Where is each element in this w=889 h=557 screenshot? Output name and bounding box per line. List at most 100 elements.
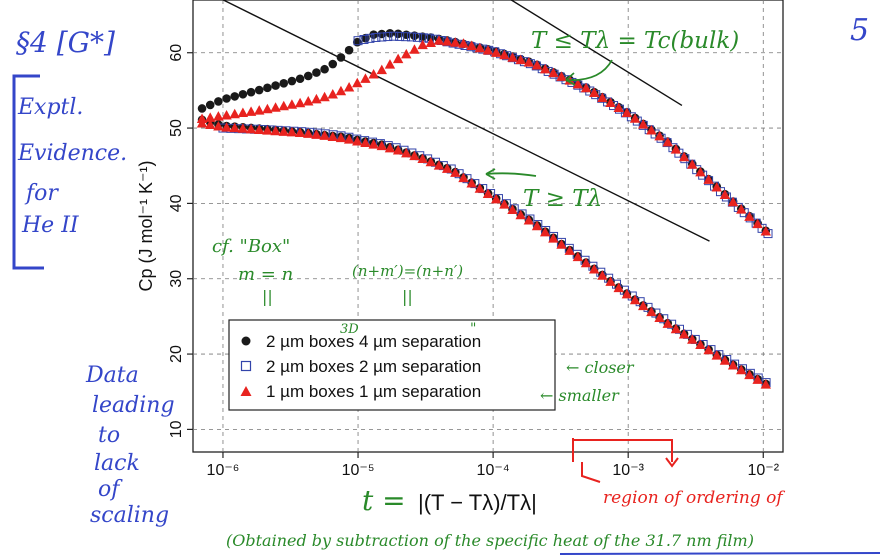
data-point-triangle [580, 257, 592, 268]
lower-note-2: leading [92, 393, 175, 418]
data-point-triangle [327, 131, 338, 141]
data-point-square [371, 32, 381, 42]
data-point-triangle [254, 124, 265, 135]
handwritten-notes: §4 [G*] Exptl. Evidence. for He II 5 Dat… [12, 13, 881, 555]
region-arrow [581, 457, 679, 483]
data-point-circle [312, 68, 321, 77]
data-point-circle [197, 104, 207, 113]
data-point-triangle [572, 78, 584, 89]
legend-marker-circle [241, 336, 251, 346]
data-point-triangle [744, 211, 755, 221]
data-point-triangle [303, 128, 314, 138]
data-point-circle [263, 83, 272, 93]
data-point-triangle [548, 67, 559, 78]
y-tick-label: 10 [168, 420, 185, 438]
data-point-circle [230, 92, 240, 101]
data-point-triangle [629, 113, 641, 123]
x-tick-label: 10⁻⁵ [342, 462, 375, 479]
upper-curve-arrow [565, 59, 613, 86]
data-point-circle [238, 89, 248, 99]
data-point-triangle [605, 97, 616, 107]
data-point-circle [279, 79, 289, 88]
data-point-triangle [507, 52, 518, 62]
data-point-triangle [401, 147, 412, 158]
data-point-triangle [376, 64, 387, 75]
data-point-triangle [523, 57, 535, 67]
data-point-triangle [401, 48, 412, 59]
legend-label-3: 1 µm boxes 1 µm separation [266, 382, 481, 401]
lower-note-5: of [98, 477, 123, 502]
data-points [196, 29, 773, 389]
data-point-triangle [327, 89, 338, 99]
section-label: §4 [G*] [16, 26, 115, 59]
data-point-square [365, 33, 375, 43]
data-point-triangle [556, 239, 567, 249]
data-point-triangle [221, 109, 232, 120]
data-point-circle [246, 87, 256, 97]
x-tick-label: 10⁻² [747, 462, 779, 479]
data-point-triangle [605, 276, 616, 286]
data-point-square [412, 32, 422, 42]
data-point-square [353, 36, 363, 46]
data-point-triangle [474, 183, 486, 193]
x-tick-label: 10⁻³ [612, 462, 644, 479]
data-point-triangle [450, 167, 461, 177]
parallel-right: || [402, 287, 413, 306]
y-tick-label: 60 [168, 44, 185, 62]
data-point-circle [344, 45, 354, 55]
axis-ticks: 10⁻⁶ 10⁻⁵ 10⁻⁴ 10⁻³ 10⁻² 10 20 30 40 50 60 [168, 44, 780, 479]
closer-note: ← closer [566, 358, 635, 377]
data-point-triangle [376, 140, 387, 151]
data-point-triangle [286, 126, 298, 137]
data-point-triangle [441, 163, 453, 173]
three-d-note: 3D [340, 322, 359, 337]
parallel-left: || [262, 287, 273, 306]
lower-note-6: scaling [90, 503, 169, 528]
data-point-triangle [687, 334, 698, 344]
data-point-triangle [262, 103, 273, 114]
data-point-triangle [719, 355, 731, 365]
plot-frame [192, 0, 784, 453]
data-point-triangle [613, 282, 624, 293]
data-point-triangle [335, 132, 347, 143]
data-point-triangle [196, 118, 208, 128]
y-axis-label: Cp (J mol⁻¹ K⁻¹) [136, 160, 156, 291]
data-point-circle [320, 64, 329, 74]
data-point-triangle [678, 151, 690, 162]
data-point-triangle [531, 60, 543, 70]
data-point-triangle [229, 122, 240, 133]
data-point-triangle [458, 38, 469, 48]
data-point-triangle [499, 199, 510, 209]
data-point-triangle [638, 119, 649, 129]
region-bracket [572, 438, 673, 462]
data-point-triangle [548, 233, 559, 243]
data-point-triangle [343, 134, 355, 144]
data-point-circle [303, 71, 313, 81]
data-point-triangle [335, 85, 347, 96]
side-note-4: He II [21, 213, 80, 238]
data-point-circle [295, 74, 305, 84]
data-point-triangle [572, 251, 584, 262]
data-point-triangle [646, 125, 657, 135]
data-point-triangle [458, 172, 469, 183]
data-point-triangle [360, 137, 371, 148]
data-point-triangle [539, 226, 551, 237]
data-point-triangle [245, 123, 257, 134]
data-point-triangle [205, 112, 216, 122]
data-point-triangle [736, 364, 747, 375]
data-point-triangle [523, 215, 535, 225]
reference-lines [221, 0, 710, 242]
data-point-triangle [286, 99, 298, 109]
data-point-square [407, 32, 417, 42]
data-point-triangle [711, 181, 722, 192]
m-equals-n: m = n [238, 264, 293, 285]
data-point-square [383, 32, 393, 42]
data-point-triangle [441, 36, 453, 46]
data-point-triangle [695, 166, 706, 177]
data-point-triangle [662, 318, 673, 328]
lower-curve-note: T ≥ Tλ [523, 186, 602, 212]
data-point-triangle [294, 97, 306, 108]
data-point-triangle [343, 81, 355, 92]
data-point-triangle [245, 106, 257, 116]
